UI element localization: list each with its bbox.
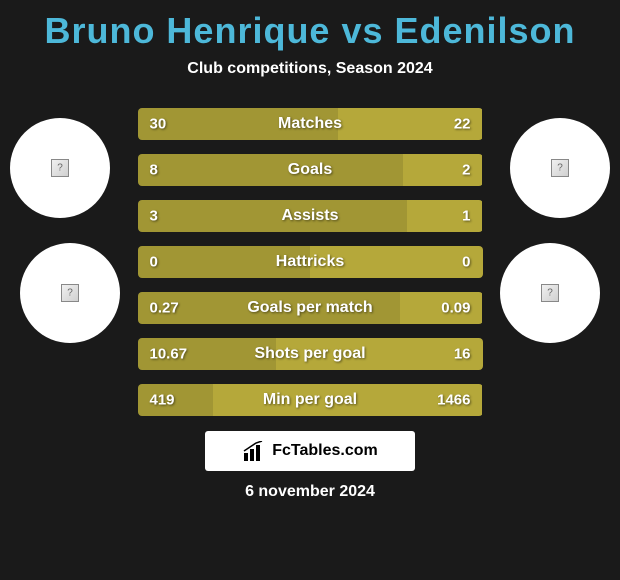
stat-value-right: 16 xyxy=(454,346,471,363)
stat-row: 30 22 Matches xyxy=(138,108,483,140)
stat-row: 3 1 Assists xyxy=(138,200,483,232)
footer-date: 6 november 2024 xyxy=(10,483,610,501)
stats-bars: 30 22 Matches 8 2 Goals 3 1 Assists 0 0 Hattricks 0.… xyxy=(138,108,483,416)
stat-value-left: 419 xyxy=(150,392,175,409)
subtitle: Club competitions, Season 2024 xyxy=(0,60,620,78)
stat-row: 0 0 Hattricks xyxy=(138,246,483,278)
stat-value-left: 10.67 xyxy=(150,346,188,363)
player1-avatar-2 xyxy=(20,243,120,343)
image-placeholder-icon xyxy=(61,284,79,302)
stat-label: Min per goal xyxy=(263,391,357,409)
footer-logo-text: FcTables.com xyxy=(272,442,378,460)
stat-row: 8 2 Goals xyxy=(138,154,483,186)
stat-value-right: 2 xyxy=(462,162,470,179)
stat-label: Goals xyxy=(288,161,332,179)
stat-value-right: 0.09 xyxy=(441,300,470,317)
stat-value-right: 1466 xyxy=(437,392,470,409)
comparison-infographic: Bruno Henrique vs Edenilson Club competi… xyxy=(0,0,620,580)
stat-row: 0.27 0.09 Goals per match xyxy=(138,292,483,324)
stat-label: Goals per match xyxy=(247,299,372,317)
stat-value-left: 0 xyxy=(150,254,158,271)
bar-right xyxy=(403,154,482,186)
player2-avatar-1 xyxy=(510,118,610,218)
stat-label: Hattricks xyxy=(276,253,344,271)
bar-right xyxy=(407,200,483,232)
footer-logo: FcTables.com xyxy=(205,431,415,471)
stat-row: 419 1466 Min per goal xyxy=(138,384,483,416)
stat-value-right: 0 xyxy=(462,254,470,271)
stat-row: 10.67 16 Shots per goal xyxy=(138,338,483,370)
bar-left xyxy=(138,154,404,186)
player1-avatar-1 xyxy=(10,118,110,218)
stat-value-left: 3 xyxy=(150,208,158,225)
stat-value-left: 0.27 xyxy=(150,300,179,317)
stat-label: Assists xyxy=(282,207,339,225)
stat-value-right: 22 xyxy=(454,116,471,133)
image-placeholder-icon xyxy=(541,284,559,302)
stat-value-left: 8 xyxy=(150,162,158,179)
player2-avatar-2 xyxy=(500,243,600,343)
chart-icon xyxy=(242,441,266,461)
stat-value-left: 30 xyxy=(150,116,167,133)
stat-label: Matches xyxy=(278,115,342,133)
stat-value-right: 1 xyxy=(462,208,470,225)
page-title: Bruno Henrique vs Edenilson xyxy=(0,10,620,52)
image-placeholder-icon xyxy=(551,159,569,177)
content-area: 30 22 Matches 8 2 Goals 3 1 Assists 0 0 Hattricks 0.… xyxy=(0,108,620,501)
image-placeholder-icon xyxy=(51,159,69,177)
bar-left xyxy=(138,200,407,232)
stat-label: Shots per goal xyxy=(254,345,365,363)
